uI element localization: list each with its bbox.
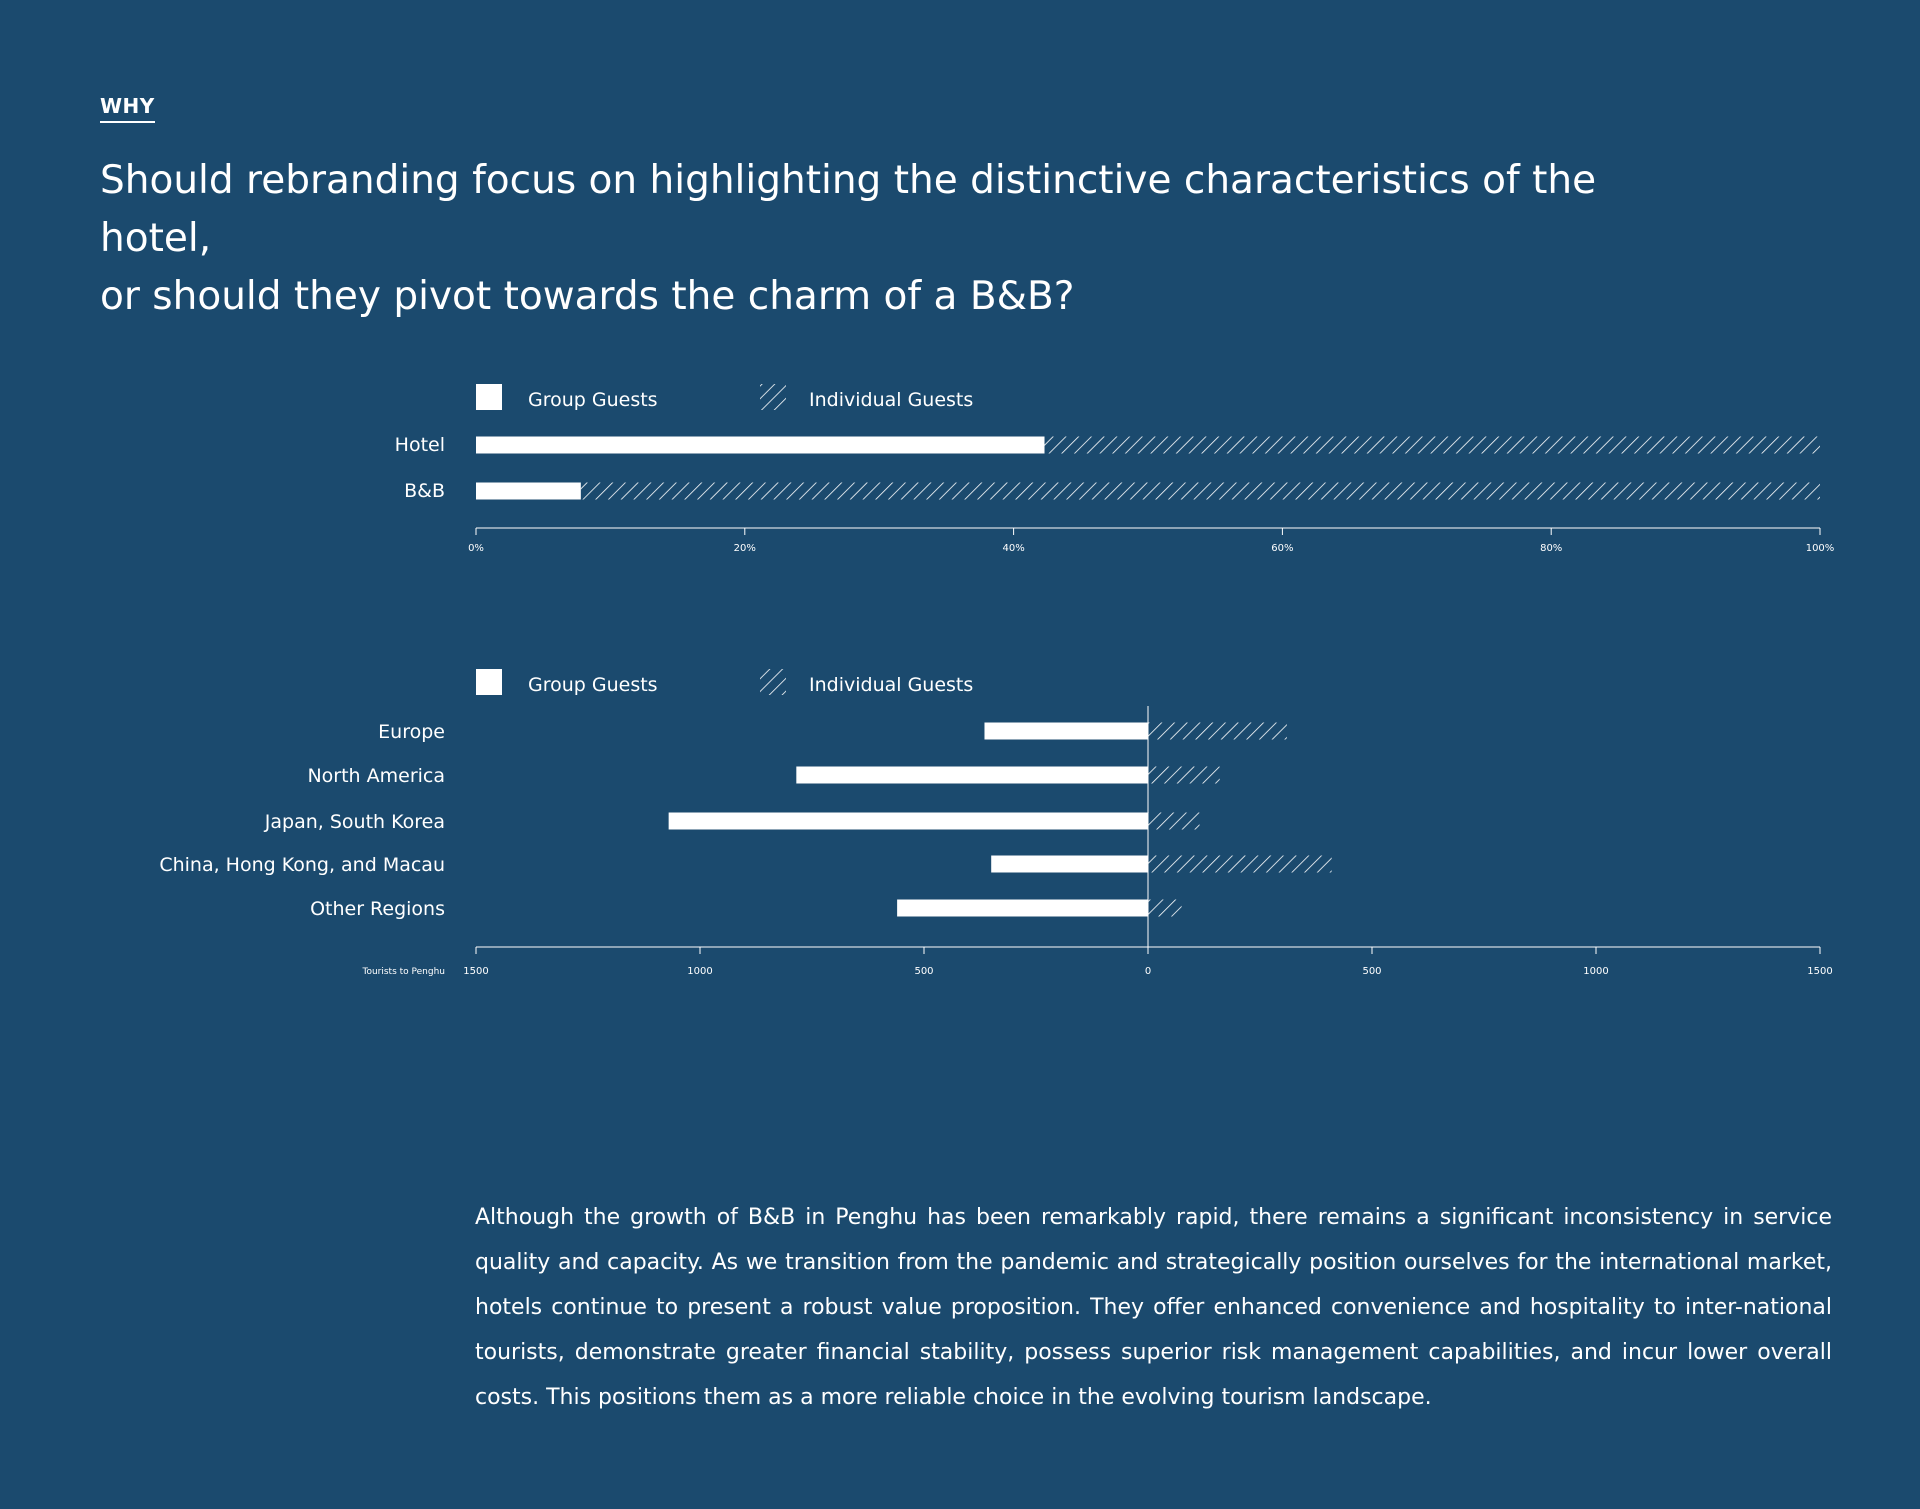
legend-label-group-guests: Group Guests: [528, 674, 658, 696]
legend-label-individual-guests: Individual Guests: [809, 389, 973, 411]
category-label-hotel: Hotel: [395, 434, 445, 456]
category-label-japan-south-korea: Japan, South Korea: [264, 811, 445, 833]
legend-swatch-individual-guests: [760, 669, 786, 695]
headline-line-2: or should they pivot towards the charm o…: [100, 274, 1075, 319]
x-tick-label: 1500: [1807, 966, 1832, 977]
x-tick-label: 0: [1145, 966, 1151, 977]
legend-swatch-individual-guests: [760, 384, 786, 410]
bar-group-guests-north-america: [796, 766, 1148, 784]
x-tick-label: 0%: [468, 543, 484, 554]
tourists-by-region-chart: Group Guests Individual Guests Europe North…: [159, 669, 1833, 977]
bar-group-guests-japan-south-korea: [668, 812, 1148, 830]
bar-individual-guests-b-b: [580, 482, 1820, 500]
bar-group-guests-china-hong-kong-and-macau: [991, 855, 1148, 873]
headline-line-1: Should rebranding focus on highlighting …: [100, 158, 1597, 261]
bar-group-guests-b-b: [476, 482, 581, 500]
x-tick-label: 1000: [687, 966, 712, 977]
legend-swatch-group-guests: [476, 669, 502, 695]
page-headline: Should rebranding focus on highlighting …: [100, 152, 1700, 326]
bar-individual-guests-other-regions: [1148, 899, 1182, 917]
body-paragraph: Although the growth of B&B in Penghu has…: [475, 1205, 1832, 1410]
bar-individual-guests-hotel: [1044, 436, 1820, 454]
category-label-china-hong-kong-and-macau: China, Hong Kong, and Macau: [159, 854, 445, 876]
bar-group-guests-europe: [984, 722, 1148, 740]
x-tick-label: 60%: [1271, 543, 1293, 554]
bar-individual-guests-china-hong-kong-and-macau: [1148, 855, 1332, 873]
x-tick-label: 500: [1362, 966, 1381, 977]
legend-label-individual-guests: Individual Guests: [809, 674, 973, 696]
x-tick-label: 40%: [1002, 543, 1024, 554]
bar-group-guests-hotel: [476, 436, 1045, 454]
x-tick-label: 1500: [463, 966, 488, 977]
bar-individual-guests-europe: [1148, 722, 1287, 740]
category-label-other-regions: Other Regions: [310, 898, 445, 920]
legend-swatch-group-guests: [476, 384, 502, 410]
category-label-north-america: North America: [307, 765, 445, 787]
guest-share-chart: Group Guests Individual Guests Hotel B&B 0% 2…: [395, 384, 1835, 554]
bar-group-guests-other-regions: [897, 899, 1148, 917]
bar-individual-guests-japan-south-korea: [1148, 812, 1200, 830]
x-axis-title: Tourists to Penghu: [361, 967, 445, 977]
legend-label-group-guests: Group Guests: [528, 389, 658, 411]
x-tick-label: 100%: [1806, 543, 1835, 554]
section-eyebrow: WHY: [100, 94, 155, 123]
category-label-europe: Europe: [378, 721, 445, 743]
bar-individual-guests-north-america: [1148, 766, 1220, 784]
x-tick-label: 20%: [734, 543, 756, 554]
x-tick-label: 500: [914, 966, 933, 977]
x-tick-label: 80%: [1540, 543, 1562, 554]
category-label-b-b: B&B: [404, 480, 445, 502]
x-tick-label: 1000: [1583, 966, 1608, 977]
